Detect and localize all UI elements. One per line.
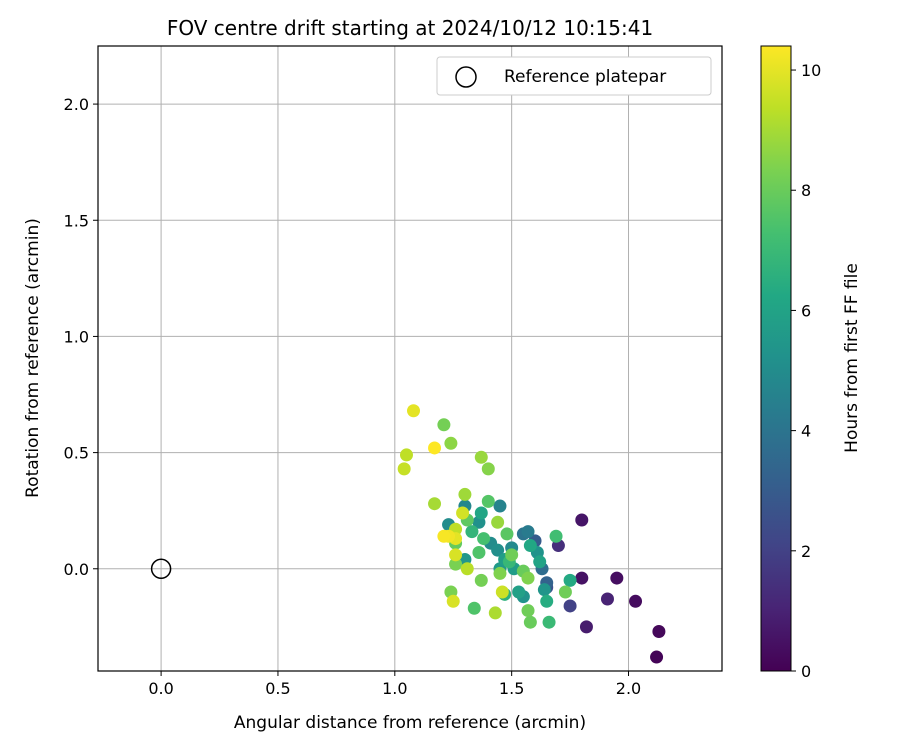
data-point: [491, 543, 505, 557]
data-point: [437, 529, 451, 543]
chart-title: FOV centre drift starting at 2024/10/12 …: [167, 16, 653, 40]
data-point: [397, 462, 411, 476]
y-tick-label: 2.0: [64, 95, 89, 114]
data-point: [428, 441, 442, 455]
y-tick-label: 1.0: [64, 327, 89, 346]
data-point: [579, 620, 593, 634]
data-point: [650, 650, 664, 664]
colorbar-label: Hours from first FF file: [842, 263, 862, 453]
data-point: [495, 585, 509, 599]
colorbar-tick-label: 0: [801, 662, 811, 681]
data-point: [652, 625, 666, 639]
x-tick-label: 1.0: [382, 679, 407, 698]
data-point: [477, 532, 491, 546]
data-point: [481, 462, 495, 476]
data-point: [523, 615, 537, 629]
y-axis-label: Rotation from reference (arcmin): [23, 218, 43, 498]
y-axis-ticks: 0.0 0.5 1.0 1.5 2.0: [64, 95, 98, 579]
data-point: [456, 506, 470, 520]
colorbar-tick-label: 2: [801, 542, 811, 561]
data-points: [397, 404, 666, 664]
data-point: [575, 571, 589, 585]
data-point: [460, 562, 474, 576]
data-point: [428, 497, 442, 511]
data-point: [600, 592, 614, 606]
data-point: [474, 450, 488, 464]
legend-box: [436, 56, 712, 96]
data-point: [491, 515, 505, 529]
x-tick-label: 2.0: [616, 679, 641, 698]
reference-marker: [150, 558, 172, 580]
data-point: [446, 594, 460, 608]
legend-label: Reference platepar: [504, 67, 666, 87]
data-point: [399, 448, 413, 462]
colorbar-tick-label: 6: [801, 301, 811, 320]
x-tick-label: 0.0: [148, 679, 173, 698]
x-axis-ticks: 0.0 0.5 1.0 1.5 2.0: [148, 671, 641, 698]
data-point: [449, 548, 463, 562]
data-point: [488, 606, 502, 620]
x-tick-label: 1.5: [499, 679, 524, 698]
data-point: [437, 418, 451, 432]
data-point: [558, 585, 572, 599]
data-point: [458, 487, 472, 501]
data-point: [481, 494, 495, 508]
data-point: [474, 573, 488, 587]
data-point: [523, 539, 537, 553]
y-tick-label: 0.0: [64, 560, 89, 579]
y-tick-label: 0.5: [64, 444, 89, 463]
plot-frame: [97, 45, 723, 672]
data-point: [493, 566, 507, 580]
colorbar-gradient: [760, 45, 792, 672]
legend: Reference platepar: [436, 56, 712, 96]
data-point: [472, 546, 486, 560]
data-point: [610, 571, 624, 585]
colorbar: 0 2 4 6 8 10 Hours from first FF file: [760, 45, 862, 681]
data-point: [629, 594, 643, 608]
data-point: [449, 557, 463, 571]
data-point: [575, 513, 589, 527]
colorbar-ticks: 0 2 4 6 8 10: [791, 61, 821, 681]
grid-lines: [98, 46, 722, 671]
data-point: [407, 404, 421, 418]
data-point: [521, 525, 535, 539]
data-point: [500, 527, 514, 541]
legend-reference-marker: [455, 66, 477, 88]
data-point: [521, 571, 535, 585]
x-tick-label: 0.5: [265, 679, 290, 698]
colorbar-tick-label: 10: [801, 61, 821, 80]
data-point: [563, 573, 577, 587]
data-point: [533, 555, 547, 569]
y-tick-label: 1.5: [64, 211, 89, 230]
data-point: [444, 436, 458, 450]
data-point: [542, 615, 556, 629]
data-point: [549, 529, 563, 543]
colorbar-tick-label: 8: [801, 181, 811, 200]
data-point: [563, 599, 577, 613]
data-point: [493, 499, 507, 513]
data-point: [467, 601, 481, 615]
data-point: [474, 506, 488, 520]
x-axis-label: Angular distance from reference (arcmin): [234, 713, 586, 733]
data-point: [537, 583, 551, 597]
data-point: [521, 604, 535, 618]
data-point: [505, 548, 519, 562]
colorbar-tick-label: 4: [801, 422, 811, 441]
data-point: [465, 525, 479, 539]
reference-marker-group: [150, 558, 172, 580]
data-point: [540, 594, 554, 608]
data-point: [512, 585, 526, 599]
